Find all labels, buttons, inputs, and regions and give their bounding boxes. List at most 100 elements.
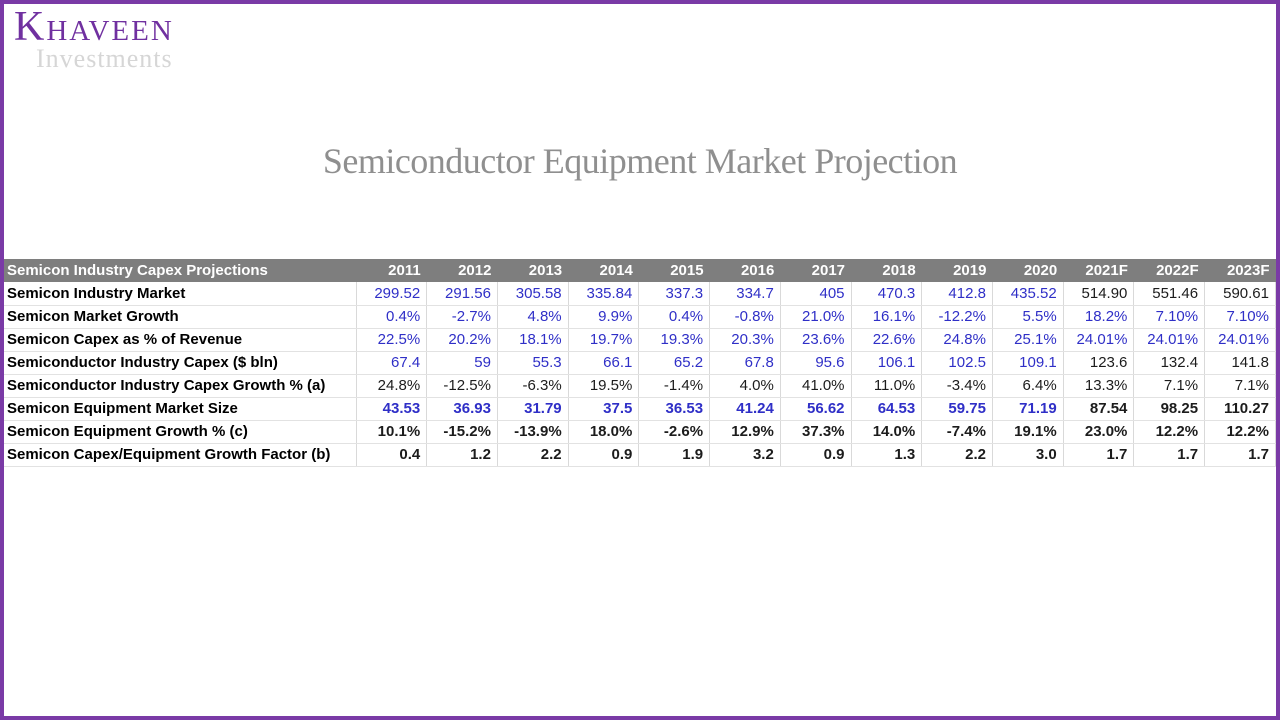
- value-cell: 23.6%: [780, 328, 852, 352]
- value-cell: 2.2: [497, 443, 569, 467]
- value-cell: 305.58: [497, 282, 569, 306]
- value-cell: 18.2%: [1063, 305, 1135, 329]
- value-cell: -12.5%: [426, 374, 498, 398]
- value-cell: 41.0%: [780, 374, 852, 398]
- value-cell: 20.3%: [709, 328, 781, 352]
- value-cell: 71.19: [992, 397, 1064, 421]
- value-cell: 551.46: [1133, 282, 1206, 306]
- year-header: 2023F: [1204, 259, 1276, 282]
- table-header-row: Semicon Industry Capex Projections 2011 2…: [4, 259, 1276, 282]
- value-cell: 1.7: [1133, 443, 1206, 467]
- year-header: 2021F: [1063, 259, 1134, 282]
- value-cell: 0.4: [356, 443, 428, 467]
- value-cell: 59.75: [921, 397, 993, 421]
- value-cell: -0.8%: [709, 305, 781, 329]
- value-cell: 0.4%: [356, 305, 428, 329]
- row-label: Semicon Equipment Market Size: [4, 397, 357, 421]
- value-cell: 106.1: [851, 351, 923, 375]
- value-cell: 2.2: [921, 443, 993, 467]
- row-label: Semiconductor Industry Capex Growth % (a…: [4, 374, 357, 398]
- table-row: Semicon Industry Market 299.52 291.56 305.5…: [4, 282, 1276, 306]
- slide-title: Semiconductor Equipment Market Projectio…: [322, 141, 958, 181]
- value-cell: 10.1%: [356, 420, 428, 444]
- value-cell: 22.5%: [356, 328, 428, 352]
- value-cell: 514.90: [1063, 282, 1135, 306]
- row-label: Semicon Capex as % of Revenue: [4, 328, 357, 352]
- value-cell: 41.24: [709, 397, 781, 421]
- value-cell: 67.4: [356, 351, 428, 375]
- value-cell: 55.3: [497, 351, 569, 375]
- capex-projections-table: Semicon Industry Capex Projections 2011 2…: [4, 259, 1276, 467]
- value-cell: 132.4: [1133, 351, 1206, 375]
- value-cell: 31.79: [497, 397, 569, 421]
- table-header-label: Semicon Industry Capex Projections: [4, 259, 356, 282]
- value-cell: -1.4%: [638, 374, 711, 398]
- table-body: Semicon Industry Market 299.52 291.56 305.5…: [4, 282, 1276, 467]
- value-cell: 470.3: [851, 282, 923, 306]
- table-row: Semicon Market Growth 0.4% -2.7% 4.8% 9.9% 0.…: [4, 305, 1276, 329]
- value-cell: -7.4%: [921, 420, 993, 444]
- value-cell: -6.3%: [497, 374, 569, 398]
- value-cell: 24.8%: [356, 374, 428, 398]
- value-cell: -2.7%: [426, 305, 498, 329]
- value-cell: 21.0%: [780, 305, 852, 329]
- value-cell: 7.1%: [1133, 374, 1206, 398]
- value-cell: 23.0%: [1063, 420, 1135, 444]
- year-header: 2018: [851, 259, 922, 282]
- year-header: 2015: [638, 259, 710, 282]
- value-cell: 98.25: [1133, 397, 1206, 421]
- value-cell: 435.52: [992, 282, 1064, 306]
- value-cell: 65.2: [638, 351, 711, 375]
- value-cell: 7.10%: [1204, 305, 1276, 329]
- value-cell: 19.5%: [568, 374, 640, 398]
- table-row: Semiconductor Industry Capex Growth % (a…: [4, 374, 1276, 398]
- value-cell: 0.9: [568, 443, 640, 467]
- value-cell: 3.2: [709, 443, 781, 467]
- value-cell: 1.7: [1063, 443, 1135, 467]
- row-label: Semicon Capex/Equipment Growth Factor (b…: [4, 443, 357, 467]
- brand-logo: KHAVEEN Investments: [14, 6, 174, 72]
- value-cell: 0.9: [780, 443, 852, 467]
- value-cell: 11.0%: [851, 374, 923, 398]
- value-cell: 110.27: [1204, 397, 1276, 421]
- value-cell: 37.3%: [780, 420, 852, 444]
- value-cell: 59: [426, 351, 498, 375]
- year-header: 2022F: [1133, 259, 1205, 282]
- value-cell: 87.54: [1063, 397, 1135, 421]
- value-cell: 1.2: [426, 443, 498, 467]
- value-cell: 299.52: [356, 282, 428, 306]
- table-row: Semicon Capex/Equipment Growth Factor (b…: [4, 443, 1276, 467]
- value-cell: 64.53: [851, 397, 923, 421]
- value-cell: 12.9%: [709, 420, 781, 444]
- value-cell: 43.53: [356, 397, 428, 421]
- table-row: Semicon Equipment Growth % (c) 10.1% -15.2…: [4, 420, 1276, 444]
- value-cell: 22.6%: [851, 328, 923, 352]
- value-cell: 36.53: [638, 397, 711, 421]
- value-cell: 6.4%: [992, 374, 1064, 398]
- value-cell: 36.93: [426, 397, 498, 421]
- value-cell: 9.9%: [568, 305, 640, 329]
- value-cell: 24.01%: [1133, 328, 1206, 352]
- table-row: Semicon Capex as % of Revenue 22.5% 20.2% 1…: [4, 328, 1276, 352]
- brand-rest-letters: HAVEEN: [46, 15, 174, 47]
- value-cell: 102.5: [921, 351, 993, 375]
- year-header: 2011: [356, 259, 427, 282]
- table-header: Semicon Industry Capex Projections 2011 2…: [4, 259, 1276, 282]
- year-header: 2014: [568, 259, 639, 282]
- value-cell: 335.84: [568, 282, 640, 306]
- value-cell: 12.2%: [1133, 420, 1206, 444]
- value-cell: 412.8: [921, 282, 993, 306]
- brand-initial-letter: K: [14, 4, 47, 50]
- value-cell: 67.8: [709, 351, 781, 375]
- value-cell: 0.4%: [638, 305, 711, 329]
- value-cell: 4.0%: [709, 374, 781, 398]
- year-header: 2017: [780, 259, 852, 282]
- brand-subtitle: Investments: [36, 44, 173, 73]
- value-cell: 405: [780, 282, 852, 306]
- year-header: 2013: [497, 259, 569, 282]
- row-label: Semiconductor Industry Capex ($ bln): [4, 351, 357, 375]
- value-cell: 4.8%: [497, 305, 569, 329]
- value-cell: 13.3%: [1063, 374, 1135, 398]
- year-header: 2016: [709, 259, 781, 282]
